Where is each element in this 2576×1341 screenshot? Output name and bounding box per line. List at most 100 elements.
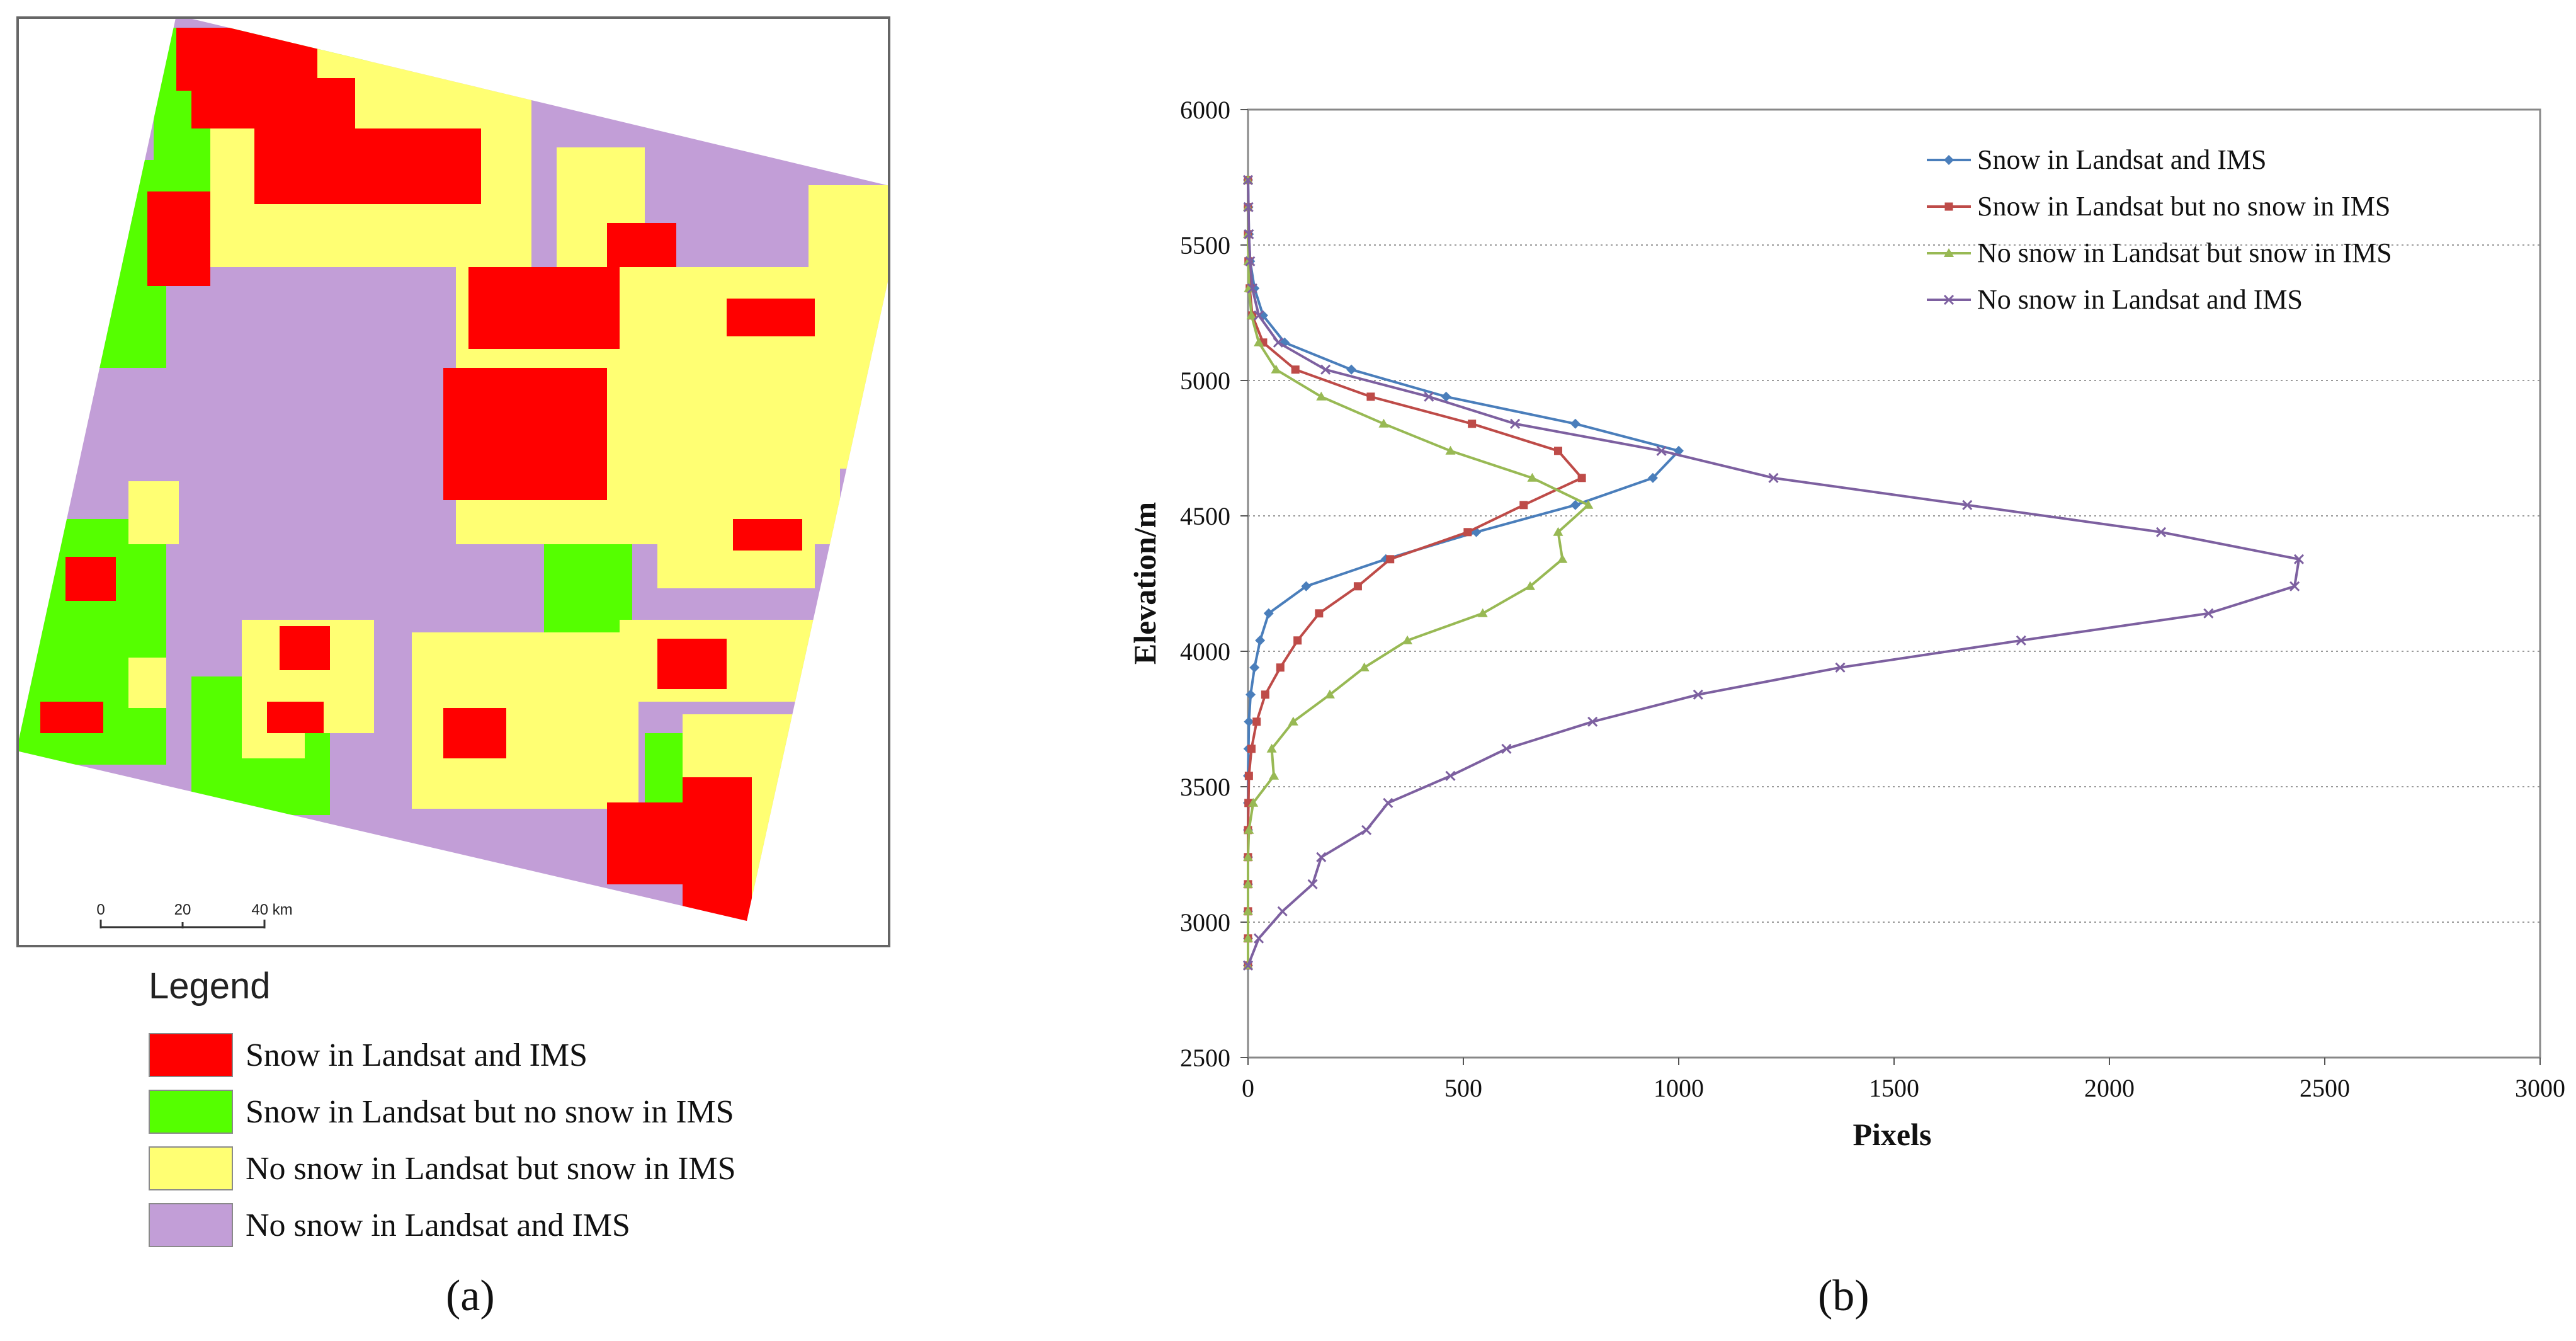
snow-classification-map (19, 19, 888, 921)
series-3-point-17 (1583, 499, 1594, 509)
series-3-point-19 (1445, 445, 1456, 455)
series-3-point-16 (1553, 527, 1563, 536)
legend-marker-2 (1944, 202, 1953, 211)
series-1-point-14 (1301, 581, 1312, 591)
legend-marker-4 (1943, 294, 1955, 305)
map-region-yellow-11 (128, 658, 166, 708)
series-3-point-9 (1288, 716, 1298, 726)
series-2-point-22 (1291, 365, 1300, 374)
series-4-point-9 (1587, 716, 1598, 727)
series-3-point-24 (1246, 310, 1257, 319)
panel-b-chart: 2500 3000 3500 4000 4500 5000 5500 6000 0 500 1000… (907, 0, 2576, 1338)
y-axis-title: Elevation/m (1127, 502, 1162, 665)
legend-label-1: Snow in Landsat and IMS (1977, 144, 2267, 175)
series-4-point-26 (1245, 256, 1256, 266)
x-tick-label-1500: 1500 (1869, 1074, 1919, 1102)
x-axis-title: Pixels (1853, 1117, 1932, 1152)
series-3-point-14 (1525, 581, 1536, 590)
chart-axes: 2500 3000 3500 4000 4500 5000 5500 6000 0 500 1000… (1180, 96, 2565, 1102)
legend-label-2: Snow in Landsat but no snow in IMS (1977, 191, 2390, 222)
legend-marker-1 (1944, 155, 1954, 165)
series-line-3 (1247, 180, 1591, 966)
series-2-point-20 (1468, 419, 1477, 428)
map-region-red-15 (683, 777, 752, 921)
x-tick-label-2500: 2500 (2300, 1074, 2350, 1102)
map-region-red-11 (267, 702, 324, 733)
x-tick-label-3000: 3000 (2515, 1074, 2565, 1102)
scalebar-tick-40km: 40 km (251, 901, 292, 918)
series-4-point-0 (1242, 960, 1254, 971)
series-4-point-29 (1242, 174, 1254, 185)
series-4-point-8 (1501, 743, 1512, 754)
series-2 (1244, 176, 1586, 970)
series-2-point-16 (1463, 528, 1472, 537)
series-3-point-4 (1243, 852, 1253, 861)
series-1-point-11 (1249, 662, 1260, 673)
scalebar-graphic: 0 20 40 km (96, 901, 293, 928)
series-1-point-9 (1244, 716, 1254, 727)
legend-label: No snow in Landsat but snow in IMS (246, 1150, 736, 1187)
map-region-red-5 (443, 368, 607, 500)
y-tick-label-3500: 3500 (1180, 773, 1230, 801)
map-scalebar: 0 20 40 km (88, 899, 296, 937)
legend-label: No snow in Landsat and IMS (246, 1207, 630, 1243)
legend-swatch-red (149, 1033, 233, 1077)
series-line-4 (1247, 180, 2301, 966)
series-4-point-20 (1510, 418, 1521, 429)
series-4-point-3 (1307, 879, 1318, 889)
series-1-point-24 (1257, 310, 1268, 321)
series-3-point-7 (1269, 770, 1279, 780)
map-region-red-6 (607, 223, 676, 267)
series-4-point-10 (1693, 689, 1703, 700)
series-4-point-12 (2016, 635, 2026, 646)
series-4-point-23 (1273, 337, 1283, 348)
series-4-point-17 (1962, 499, 1973, 510)
series-1-point-17 (1570, 499, 1580, 510)
series-4-point-21 (1424, 391, 1434, 402)
series-4-point-2 (1277, 906, 1288, 916)
series-4 (1242, 174, 2305, 971)
map-region-yellow-10 (128, 481, 179, 544)
map-region-red-2 (254, 128, 481, 204)
series-2-point-17 (1519, 501, 1528, 510)
series-2-point-13 (1315, 609, 1324, 618)
series-3-point-10 (1324, 689, 1335, 699)
map-frame: 0 20 40 km (16, 16, 890, 947)
series-3-point-20 (1378, 418, 1389, 428)
series-line-1 (1247, 180, 1681, 966)
legend-swatch-yellow (149, 1146, 233, 1190)
series-4-point-13 (2203, 608, 2214, 619)
series-4-point-1 (1254, 933, 1264, 944)
series-2-point-18 (1577, 474, 1586, 482)
map-legend-item-no-snow: No snow in Landsat and IMS (149, 1203, 630, 1247)
series-1-point-10 (1245, 689, 1256, 700)
x-tick-label-1000: 1000 (1654, 1074, 1704, 1102)
series-2-point-9 (1252, 717, 1261, 726)
legend-label: Snow in Landsat and IMS (246, 1037, 588, 1073)
y-tick-label-5500: 5500 (1180, 231, 1230, 260)
y-tick-label-5000: 5000 (1180, 367, 1230, 395)
series-4-point-24 (1254, 310, 1264, 321)
elevation-pixels-line-chart: 2500 3000 3500 4000 4500 5000 5500 6000 0 500 1000… (1127, 96, 2565, 1152)
series-3-point-3 (1243, 879, 1253, 888)
series-1-point-22 (1346, 364, 1357, 375)
legend-label-3: No snow in Landsat but snow in IMS (1977, 237, 2392, 268)
series-2-point-19 (1553, 447, 1562, 455)
series-1-point-20 (1570, 418, 1580, 429)
series-2-point-7 (1244, 772, 1253, 780)
series-3-point-8 (1266, 743, 1277, 753)
series-3-point-22 (1271, 364, 1281, 374)
series-2-point-21 (1366, 392, 1375, 401)
series-3-point-5 (1244, 825, 1254, 834)
legend-swatch-green (149, 1090, 233, 1134)
y-tick-label-3000: 3000 (1180, 908, 1230, 937)
legend-label: Snow in Landsat but no snow in IMS (246, 1093, 734, 1130)
map-region-red-8 (65, 557, 116, 601)
series-2-point-10 (1261, 690, 1269, 699)
panel-a-map: 0 20 40 km Legend Snow in Landsat and IM… (0, 0, 907, 1338)
chart-gridlines (1248, 244, 2540, 923)
series-3-point-11 (1359, 662, 1370, 671)
map-region-red-7 (727, 299, 815, 336)
series-3-point-1 (1243, 933, 1253, 942)
series-3-point-2 (1243, 906, 1253, 915)
